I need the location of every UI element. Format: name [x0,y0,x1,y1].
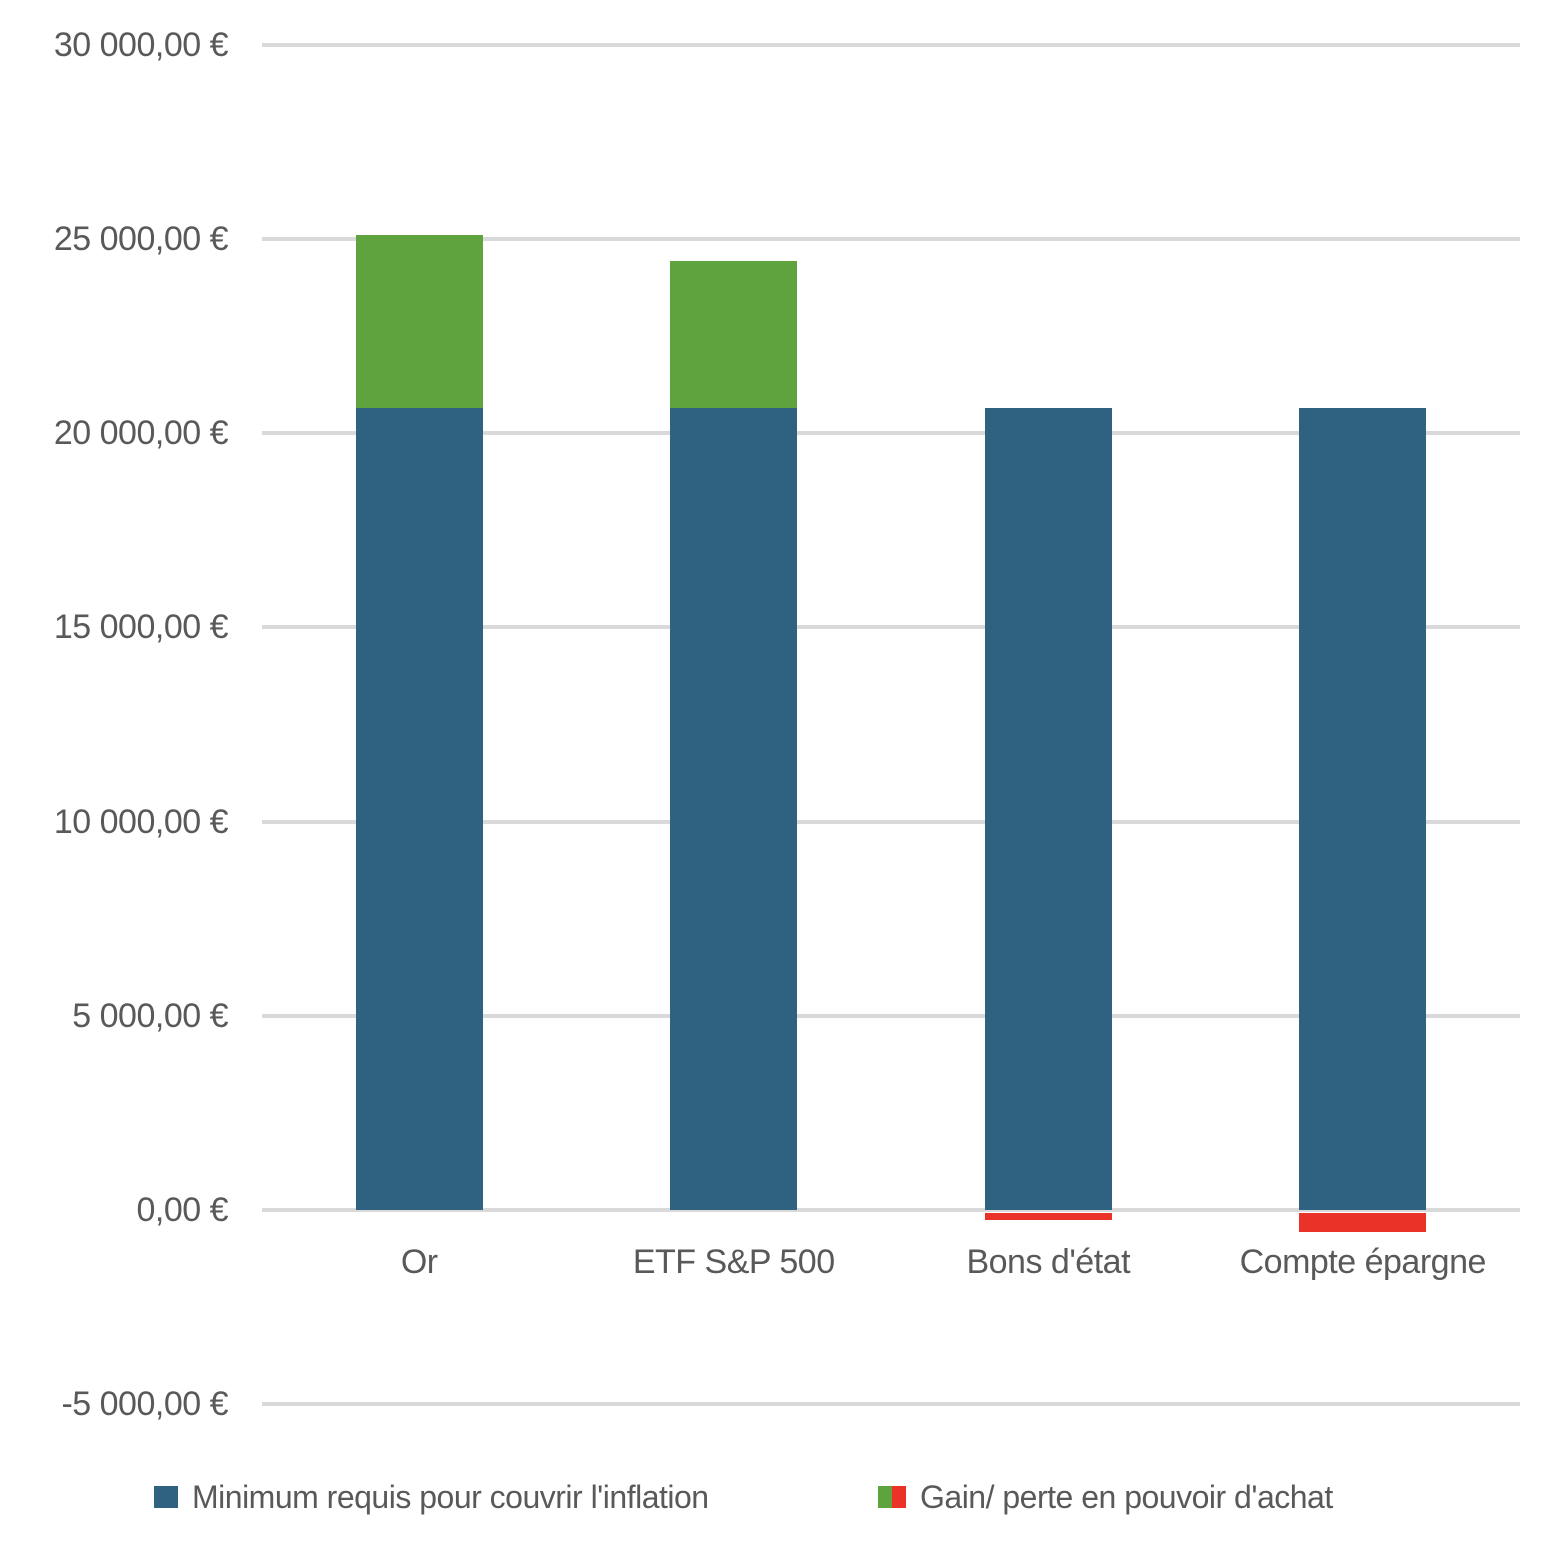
category-label: Compte épargne [1239,1243,1487,1281]
y-axis-tick-label: 5 000,00 € [72,996,228,1035]
legend-label-minimum-requis: Minimum requis pour couvrir l'inflation [192,1478,709,1515]
legend-swatch-green-half [878,1486,892,1508]
gridline [262,819,1520,824]
bar-minimum-requis-0 [355,408,483,1210]
bar-minimum-requis-1 [670,408,798,1210]
bar-minimum-requis-3 [1299,408,1427,1210]
gridline [262,237,1520,242]
bar-perte-3 [1299,1212,1427,1232]
legend-item-gain-perte: Gain/ perte en pouvoir d'achat [878,1473,1333,1521]
bar-gain-0 [355,234,483,409]
y-axis-tick-label: 10 000,00 € [53,802,229,841]
legend-item-minimum-requis: Minimum requis pour couvrir l'inflation [154,1473,709,1521]
bar-gain-1 [670,260,798,409]
y-axis-tick-label: 15 000,00 € [53,608,229,647]
gridline [262,431,1520,436]
gridline [262,1013,1520,1018]
bar-perte-2 [984,1212,1112,1220]
y-axis-tick-label: 20 000,00 € [53,414,229,453]
y-axis-tick-label: 25 000,00 € [53,220,229,259]
legend-label-gain-perte: Gain/ perte en pouvoir d'achat [920,1478,1333,1515]
gridline [262,1402,1520,1406]
y-axis-tick-label: -5 000,00 € [61,1385,228,1423]
bar-minimum-requis-2 [984,408,1112,1210]
category-label: ETF S&P 500 [632,1243,835,1281]
category-label: Or [400,1243,438,1281]
legend-swatch-green-red-icon [878,1486,906,1508]
gridline [262,43,1520,47]
gridline [262,1207,1520,1212]
legend: Minimum requis pour couvrir l'inflation … [0,1473,1566,1521]
y-axis-tick-label: 30 000,00 € [53,26,229,64]
legend-swatch-red-half [892,1486,906,1508]
gridline [262,625,1520,630]
y-axis-tick-label: 0,00 € [136,1190,228,1229]
legend-swatch-blue-icon [154,1486,178,1508]
category-label: Bons d'état [966,1243,1131,1281]
